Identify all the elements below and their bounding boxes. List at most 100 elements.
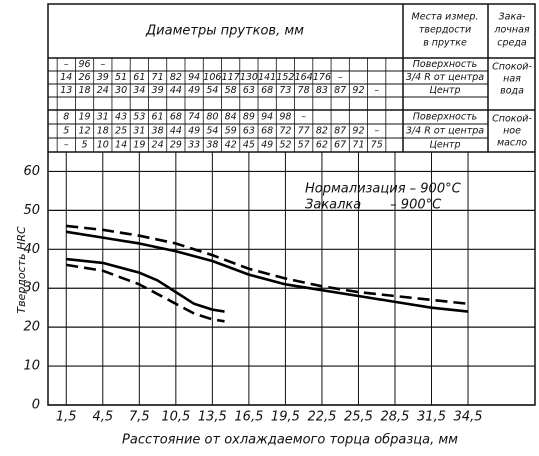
annotation: Закалка – 900°C bbox=[305, 198, 442, 213]
medium-header: лочная bbox=[493, 25, 530, 36]
y-tick-label: 20 bbox=[23, 320, 40, 335]
diameter-value: 57 bbox=[298, 140, 310, 151]
diameter-value: 5 bbox=[82, 140, 88, 151]
quench-medium: ное bbox=[503, 126, 521, 137]
diameter-value: 38 bbox=[206, 140, 218, 151]
x-tick-label: 10,5 bbox=[161, 410, 190, 425]
diameter-value: 8 bbox=[63, 112, 69, 123]
diameter-value: 14 bbox=[115, 140, 127, 151]
diameter-value: 61 bbox=[133, 72, 145, 83]
diameter-value: 94 bbox=[188, 72, 200, 83]
y-tick-label: 0 bbox=[32, 398, 40, 413]
diameter-value: 68 bbox=[261, 85, 273, 96]
y-tick-label: 50 bbox=[23, 203, 40, 218]
diameter-value: 10 bbox=[97, 140, 109, 151]
diameter-value: 83 bbox=[316, 85, 328, 96]
diameter-value: 78 bbox=[298, 85, 310, 96]
diameter-value: 39 bbox=[97, 72, 109, 83]
diameter-value: – bbox=[64, 140, 69, 151]
curve bbox=[66, 230, 469, 313]
diameter-value: 38 bbox=[152, 126, 164, 137]
measure-position: Центр bbox=[430, 85, 461, 96]
measure-position: 3/4 R от центра bbox=[406, 126, 484, 137]
quench-medium: Спокой- bbox=[492, 114, 532, 125]
annotation: Нормализация – 900°C bbox=[305, 182, 462, 197]
diameter-value: 59 bbox=[225, 126, 237, 137]
diameter-value: 19 bbox=[79, 112, 91, 123]
diameter-value: 43 bbox=[115, 112, 127, 123]
diameter-value: 31 bbox=[97, 112, 109, 123]
x-tick-label: 34,5 bbox=[454, 410, 483, 425]
x-tick-label: 1,5 bbox=[56, 410, 77, 425]
diameter-value: 49 bbox=[261, 140, 273, 151]
y-tick-label: 60 bbox=[23, 164, 40, 179]
x-tick-label: 19,5 bbox=[271, 410, 300, 425]
diameter-value: – bbox=[100, 59, 105, 70]
diameter-value: 87 bbox=[334, 85, 346, 96]
diameter-value: 33 bbox=[188, 140, 200, 151]
diameter-value: 72 bbox=[279, 126, 291, 137]
diameter-value: 82 bbox=[316, 126, 328, 137]
medium-header: среда bbox=[497, 38, 527, 49]
diameter-header: Диаметры прутков, мм bbox=[145, 24, 304, 39]
x-tick-label: 4,5 bbox=[92, 410, 113, 425]
diameter-value: 71 bbox=[352, 140, 364, 151]
diameter-value: 89 bbox=[243, 112, 255, 123]
diameter-value: 44 bbox=[170, 126, 182, 137]
diameter-value: 80 bbox=[206, 112, 218, 123]
diameter-value: 63 bbox=[243, 85, 255, 96]
diameter-value: 19 bbox=[133, 140, 145, 151]
diameter-value: 26 bbox=[79, 72, 91, 83]
diameter-value: 24 bbox=[97, 85, 109, 96]
diameter-value: 96 bbox=[79, 59, 91, 70]
position-header: в прутке bbox=[423, 38, 467, 49]
diameter-value: 12 bbox=[79, 126, 91, 137]
diameter-value: 31 bbox=[133, 126, 145, 137]
diameter-value: 54 bbox=[206, 126, 218, 137]
diameter-value: 141 bbox=[258, 72, 276, 83]
measure-position: Центр bbox=[430, 140, 461, 151]
diameter-value: 54 bbox=[206, 85, 218, 96]
quench-medium: вода bbox=[500, 86, 524, 97]
diameter-value: 63 bbox=[243, 126, 255, 137]
y-tick-label: 40 bbox=[23, 242, 40, 257]
diameter-value: 13 bbox=[60, 85, 72, 96]
diameter-value: 52 bbox=[279, 140, 291, 151]
curve bbox=[66, 224, 469, 306]
diameter-value: 45 bbox=[243, 140, 255, 151]
diameter-value: 62 bbox=[316, 140, 328, 151]
diameter-value: 42 bbox=[225, 140, 237, 151]
curve bbox=[66, 257, 225, 313]
x-tick-label: 28,5 bbox=[381, 410, 410, 425]
x-tick-label: 16,5 bbox=[234, 410, 263, 425]
diameter-value: 176 bbox=[313, 72, 331, 83]
diameter-value: 87 bbox=[334, 126, 346, 137]
diameter-value: 130 bbox=[240, 72, 258, 83]
diameter-value: 117 bbox=[222, 72, 240, 83]
diameter-value: 84 bbox=[225, 112, 237, 123]
measure-position: Поверхность bbox=[413, 112, 477, 123]
diameter-value: 44 bbox=[170, 85, 182, 96]
diameter-value: 164 bbox=[295, 72, 313, 83]
diameter-value: 94 bbox=[261, 112, 273, 123]
position-header: Места измер. bbox=[412, 12, 479, 23]
diameter-value: 68 bbox=[261, 126, 273, 137]
diameter-value: 49 bbox=[188, 126, 200, 137]
diameter-value: 49 bbox=[188, 85, 200, 96]
diameter-value: 82 bbox=[170, 72, 182, 83]
diameter-value: 74 bbox=[188, 112, 200, 123]
curve bbox=[66, 263, 225, 323]
diameter-value: – bbox=[374, 126, 379, 137]
diameter-value: 106 bbox=[203, 72, 221, 83]
diameter-value: 58 bbox=[225, 85, 237, 96]
quench-medium: масло bbox=[497, 138, 527, 149]
diameter-value: 98 bbox=[279, 112, 291, 123]
x-tick-label: 22,5 bbox=[307, 410, 336, 425]
quench-medium: Спокой- bbox=[492, 62, 532, 73]
diameter-value: – bbox=[301, 112, 306, 123]
diameter-value: – bbox=[374, 85, 379, 96]
y-tick-label: 10 bbox=[23, 359, 40, 374]
x-tick-label: 13,5 bbox=[198, 410, 227, 425]
diameter-value: 25 bbox=[115, 126, 127, 137]
